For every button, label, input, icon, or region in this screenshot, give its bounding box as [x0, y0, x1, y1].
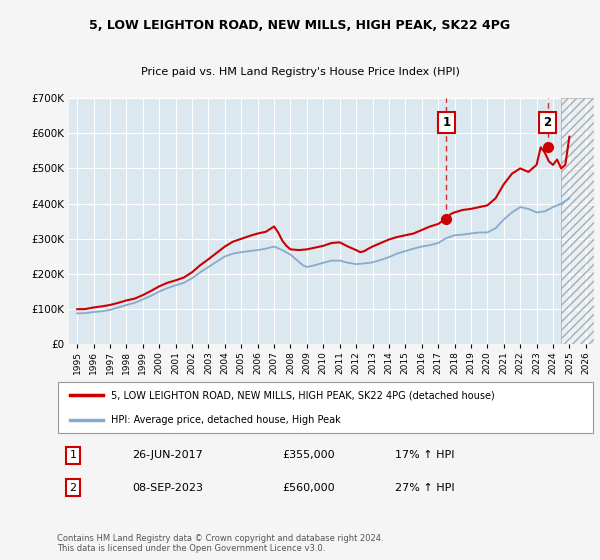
- Text: £355,000: £355,000: [283, 450, 335, 460]
- Text: 08-SEP-2023: 08-SEP-2023: [132, 483, 203, 493]
- Text: 2: 2: [70, 483, 77, 493]
- Text: £560,000: £560,000: [283, 483, 335, 493]
- Text: 5, LOW LEIGHTON ROAD, NEW MILLS, HIGH PEAK, SK22 4PG (detached house): 5, LOW LEIGHTON ROAD, NEW MILLS, HIGH PE…: [111, 390, 494, 400]
- Text: 26-JUN-2017: 26-JUN-2017: [132, 450, 203, 460]
- Text: Contains HM Land Registry data © Crown copyright and database right 2024.
This d: Contains HM Land Registry data © Crown c…: [57, 534, 383, 553]
- Bar: [561, 98, 594, 344]
- Text: 27% ↑ HPI: 27% ↑ HPI: [395, 483, 455, 493]
- Bar: [561, 98, 594, 344]
- FancyBboxPatch shape: [58, 382, 593, 433]
- Text: 17% ↑ HPI: 17% ↑ HPI: [395, 450, 455, 460]
- Text: 5, LOW LEIGHTON ROAD, NEW MILLS, HIGH PEAK, SK22 4PG: 5, LOW LEIGHTON ROAD, NEW MILLS, HIGH PE…: [89, 19, 511, 32]
- Text: HPI: Average price, detached house, High Peak: HPI: Average price, detached house, High…: [111, 414, 340, 424]
- Text: 1: 1: [442, 116, 451, 129]
- Text: 1: 1: [70, 450, 77, 460]
- Text: Price paid vs. HM Land Registry's House Price Index (HPI): Price paid vs. HM Land Registry's House …: [140, 67, 460, 77]
- Text: 2: 2: [544, 116, 551, 129]
